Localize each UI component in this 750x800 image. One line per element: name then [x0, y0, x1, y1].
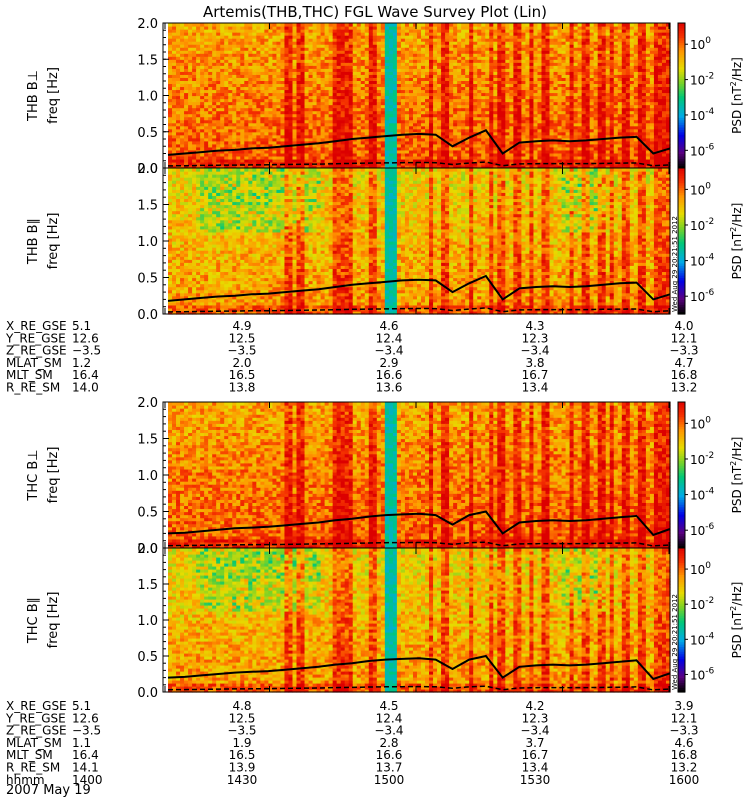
colorbar-tick-label: 100: [690, 181, 711, 197]
colorbar-label: PSD [nT2/Hz]: [729, 437, 744, 514]
y-tick-label: 1.0: [137, 90, 158, 105]
colorbar: 100 10-2 10-4 10-6 PSD [nT2/Hz]: [678, 402, 744, 549]
y-tick-label: 0.5: [137, 126, 158, 141]
ephemeris-value: 1600: [669, 773, 700, 787]
ephemeris-row-label: R_RE_SM: [6, 381, 60, 395]
spectrogram-cells: [168, 23, 671, 169]
colorbar-tick-label: 10-2: [690, 72, 714, 88]
colorbar-tick-label: 10-2: [690, 217, 714, 233]
colorbar-tick-label: 10-4: [690, 487, 715, 503]
y-tick-label: 0.5: [137, 272, 158, 287]
y-tick-label: 1.0: [137, 235, 158, 250]
colorbar: 100 10-2 10-4 10-6 PSD [nT2/Hz]: [678, 548, 744, 693]
colorbar-label: PSD [nT2/Hz]: [729, 582, 744, 659]
y-axis-label: freq [Hz]: [46, 592, 61, 649]
colorbar-label: PSD [nT2/Hz]: [729, 203, 744, 280]
spectrogram-cells: [168, 402, 671, 549]
y-tick-label: 0.0: [137, 308, 158, 323]
y-axis-label: freq [Hz]: [46, 447, 61, 504]
y-tick-label: 0.5: [137, 506, 158, 521]
y-tick-label: 1.5: [137, 53, 158, 68]
colorbar-tick-label: 10-4: [690, 253, 715, 269]
colorbar-tick-label: 10-4: [690, 631, 715, 647]
spectrogram-cells: [168, 548, 671, 693]
ephemeris-block-1: X_RE_GSE 5.1 4.9 4.6 4.3 4.0Y_RE_GSE 12.6 12.5 1…: [5, 319, 699, 395]
ephemeris-value: 1530: [520, 773, 551, 787]
chart-title: Artemis(THB,THC) FGL Wave Survey Plot (L…: [203, 3, 547, 21]
y-tick-label: 2.0: [137, 17, 158, 32]
panel-title-label: THB B∥: [26, 218, 41, 265]
colorbar-tick-label: 10-6: [690, 522, 715, 538]
colorbar-tick-label: 100: [690, 36, 711, 52]
y-tick-label: 2.0: [137, 396, 158, 411]
print-timestamp: Wed Aug 29 20:21:51 2012: [671, 594, 679, 690]
y-axis-label: freq [Hz]: [46, 67, 61, 124]
colorbar-label: PSD [nT2/Hz]: [729, 57, 744, 134]
date-label: 2007 May 19: [6, 783, 91, 798]
wave-survey-figure: Artemis(THB,THC) FGL Wave Survey Plot (L…: [0, 0, 750, 800]
panel-title-label: THC B∥: [26, 597, 41, 644]
y-tick-label: 1.0: [137, 469, 158, 484]
ephemeris-value: 13.8: [229, 381, 256, 395]
ephemeris-value: 1500: [374, 773, 405, 787]
y-tick-label: 0.5: [137, 650, 158, 665]
colorbar-tick-label: 100: [690, 415, 711, 431]
panel-title-label: THB B⊥: [26, 70, 41, 122]
colorbar-tick-label: 10-6: [690, 142, 715, 158]
spectrogram-cells: [168, 168, 671, 315]
y-tick-label: 2.0: [137, 542, 158, 557]
colorbar-tick-label: 100: [690, 561, 711, 577]
colorbar-tick-label: 10-2: [690, 451, 714, 467]
ephemeris-block-2: X_RE_GSE 5.1 4.8 4.5 4.2 3.9Y_RE_GSE 12.6 12.5 1…: [5, 699, 699, 787]
ephemeris-value: 13.2: [671, 381, 698, 395]
colorbar: 100 10-2 10-4 10-6 PSD [nT2/Hz]: [678, 168, 744, 315]
y-axis-label: freq [Hz]: [46, 213, 61, 270]
y-tick-label: 1.5: [137, 578, 158, 593]
panel-thc-bpar: 0.0 0.5 1.0 1.5 2.0 THC B∥ freq [Hz] 100 10-2 10-…: [26, 542, 744, 701]
colorbar-tick-label: 10-4: [690, 107, 715, 123]
colorbar-tick-label: 10-6: [690, 288, 715, 304]
print-timestamp: Wed Aug 29 20:21:51 2012: [671, 216, 679, 312]
colorbar: 100 10-2 10-4 10-6 PSD [nT2/Hz]: [678, 23, 744, 169]
colorbar-tick-label: 10-2: [690, 596, 714, 612]
y-tick-label: 0.0: [137, 686, 158, 701]
y-tick-label: 2.0: [137, 162, 158, 177]
y-tick-label: 1.0: [137, 614, 158, 629]
y-tick-label: 1.5: [137, 433, 158, 448]
ephemeris-value: 13.4: [522, 381, 549, 395]
colorbar-tick-label: 10-6: [690, 666, 715, 682]
ephemeris-value: 1430: [227, 773, 258, 787]
ephemeris-value: 14.0: [72, 381, 99, 395]
ephemeris-value: 13.6: [376, 381, 403, 395]
y-tick-label: 1.5: [137, 199, 158, 214]
panel-title-label: THC B⊥: [26, 449, 41, 501]
panel-thb-bpar: 0.0 0.5 1.0 1.5 2.0 THB B∥ freq [Hz] 100 10-2 10-…: [26, 162, 744, 323]
